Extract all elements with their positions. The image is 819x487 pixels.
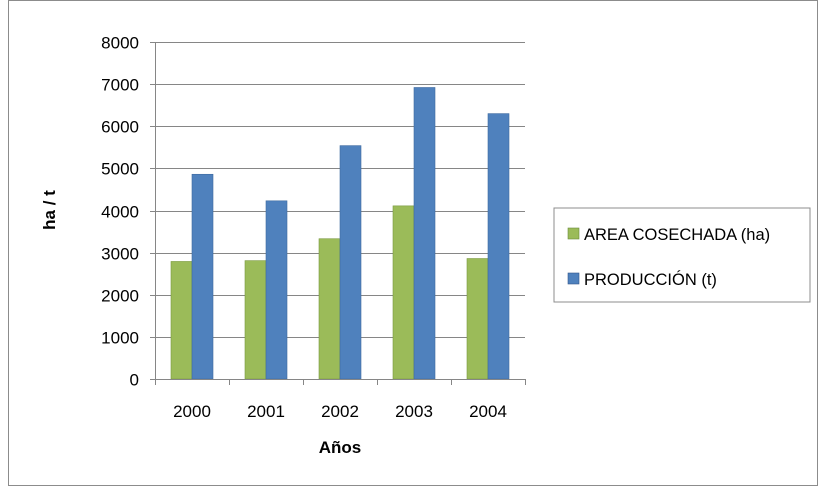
- x-tick-label: 2003: [395, 402, 433, 421]
- legend-label-produccion: PRODUCCIÓN (t): [584, 270, 717, 289]
- y-tick-label: 6000: [101, 118, 139, 137]
- bar-produccion: [191, 173, 214, 380]
- x-tick-label: 2000: [173, 402, 211, 421]
- legend: AREA COSECHADA (ha) PRODUCCIÓN (t): [553, 207, 811, 303]
- legend-swatch-area: [567, 227, 580, 240]
- bar-area-cosechada: [318, 238, 341, 380]
- bar-area-cosechada: [392, 205, 415, 380]
- bar-produccion: [413, 87, 436, 380]
- bar-area-cosechada: [244, 260, 267, 380]
- legend-swatch-produccion: [567, 272, 580, 285]
- y-tick-label: 5000: [101, 160, 139, 179]
- x-tick-label: 2004: [469, 402, 507, 421]
- x-tick-label: 2001: [247, 402, 285, 421]
- y-tick-label: 4000: [101, 203, 139, 222]
- y-tick-label: 3000: [101, 245, 139, 264]
- legend-box: [553, 207, 811, 303]
- y-tick-label: 7000: [101, 76, 139, 95]
- legend-label-area: AREA COSECHADA (ha): [584, 226, 770, 244]
- bars: [170, 87, 510, 380]
- bar-produccion: [487, 113, 510, 380]
- y-tick-label: 8000: [101, 34, 139, 53]
- bar-produccion: [339, 145, 362, 380]
- axes: [155, 42, 525, 380]
- x-axis-title: Años: [319, 438, 362, 457]
- bar-area-cosechada: [170, 261, 193, 380]
- bar-produccion: [265, 200, 288, 380]
- x-tick-label: 2002: [321, 402, 359, 421]
- tick-labels: 0 1000 2000 3000 4000 5000 6000 7000 8000 2000 200…: [101, 34, 526, 421]
- y-tick-label: 2000: [101, 287, 139, 306]
- y-axis-title: ha / t: [40, 190, 59, 230]
- bar-area-cosechada: [466, 258, 489, 380]
- y-tick-label: 0: [130, 371, 139, 390]
- y-tick-label: 1000: [101, 329, 139, 348]
